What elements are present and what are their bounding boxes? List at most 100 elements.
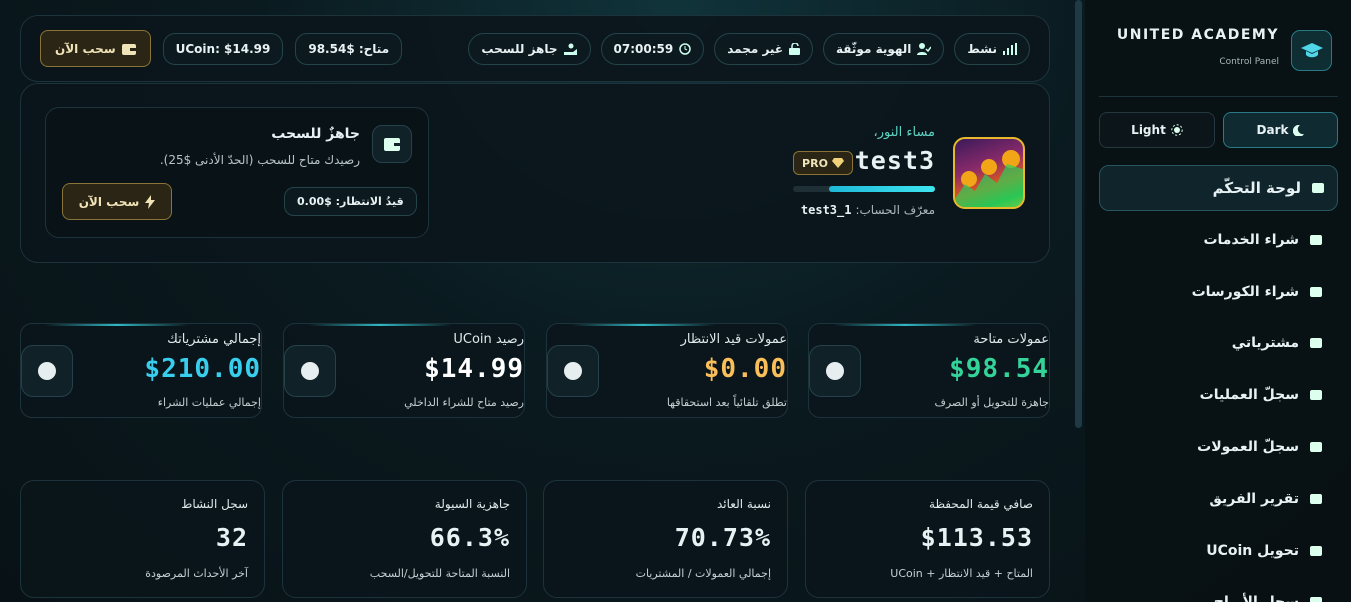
icon [826, 362, 844, 380]
pro-badge: PRO [793, 151, 853, 175]
nav-text: مشترياتي [1231, 335, 1299, 352]
nav-item[interactable]: مشترياتي [1099, 320, 1338, 366]
withdraw-button[interactable]: سحب الآن [40, 30, 151, 67]
nav-text: سجل الأرباح [1214, 594, 1299, 602]
metric-value: 66.3% [429, 523, 510, 552]
icon [917, 42, 932, 55]
card-accent [45, 324, 189, 326]
pending-pill: قيدُ الانتظار: $0.00 [284, 187, 417, 216]
icon [145, 194, 156, 209]
nav-item[interactable]: شراء الخدمات [1099, 217, 1338, 263]
stat-card: إجمالي مشترياتك $210.00 إجمالي عمليات الشر… [20, 323, 262, 418]
metric-title: جاهزية السيولة [434, 497, 510, 511]
status-pill: غير مجمد [714, 32, 814, 65]
icon [1171, 124, 1183, 136]
icon [831, 158, 844, 168]
stat-subtitle: رصيد متاح للشراء الداخلي [404, 396, 524, 409]
stat-icon [809, 345, 861, 397]
nav-text: تقرير الفريق [1209, 490, 1299, 507]
status-text: الهوية موثّقة [836, 41, 912, 56]
nav-text: تحويل UCoin [1206, 542, 1299, 559]
stat-value: $210.00 [144, 354, 261, 384]
stat-inner: إجمالي مشترياتك $210.00 إجمالي عمليات الشر… [21, 324, 261, 417]
ucoin-text: UCoin: $14.99 [175, 41, 271, 56]
nav-text: سجلّ العمولات [1197, 439, 1299, 455]
status-text: 07:00:59 [613, 41, 674, 56]
stat-title: رصيد UCoin [453, 332, 524, 347]
greeting: مساء النور، [873, 125, 935, 140]
logo [1291, 30, 1332, 71]
avatar-art [955, 150, 1023, 207]
metric-value: 70.73% [674, 523, 771, 552]
light-text: Light [1131, 123, 1166, 137]
stat-title: عمولات قيد الانتظار [680, 332, 787, 347]
withdraw-now-text: سحب الآن [78, 194, 140, 209]
stat-value: $14.99 [424, 354, 524, 384]
metric-subtitle: آخر الأحداث المرصودة [145, 567, 248, 580]
wallet-icon [372, 125, 412, 163]
nav-item[interactable]: لوحة التحكّم [1099, 165, 1338, 211]
metric-title: صافي قيمة المحفظة [929, 497, 1033, 511]
status-pill: 07:00:59 [600, 32, 705, 65]
pending-text: قيدُ الانتظار: $0.00 [297, 195, 404, 208]
icon [1300, 42, 1323, 57]
nav-item[interactable]: سجلّ العمولات [1099, 424, 1338, 470]
icon [1310, 597, 1322, 602]
status-pill: نشط [954, 32, 1030, 65]
withdraw-now-button[interactable]: سحب الآن [62, 183, 172, 220]
status-text: نشط [967, 41, 997, 56]
nav-text: شراء الكورسات [1191, 283, 1299, 300]
icon [1003, 42, 1017, 55]
status-pill: الهوية موثّقة [823, 32, 945, 65]
brand-name: UNITED ACADEMY [1116, 27, 1279, 43]
withdraw-text: سحب الآن [55, 41, 116, 56]
icon [1310, 338, 1322, 349]
scrollbar[interactable] [1075, 0, 1082, 428]
metric-card: نسبة العائد 70.73% إجمالي العمولات / المشت… [543, 480, 788, 598]
metric-card: سجل النشاط 32 آخر الأحداث المرصودة [20, 480, 265, 598]
stat-inner: رصيد UCoin $14.99 رصيد متاح للشراء الداخلي [284, 324, 524, 417]
metric-subtitle: المتاح + قيد الانتظار + UCoin [890, 567, 1033, 580]
stat-inner: عمولات متاحة $98.54 جاهزة للتحويل أو الصرف [809, 324, 1049, 417]
light-button[interactable]: Light [1099, 112, 1215, 148]
progress-fill [828, 186, 935, 192]
icon [301, 362, 319, 380]
withdraw-title: جاهزٌ للسحب [271, 126, 360, 142]
nav-item[interactable]: سجلّ العمليات [1099, 372, 1338, 418]
nav-text: لوحة التحكّم [1212, 179, 1301, 197]
dark-text: Dark [1256, 123, 1289, 137]
nav-text: سجلّ العمليات [1199, 387, 1299, 404]
nav-item[interactable]: سجل الأرباح [1099, 579, 1338, 602]
stat-icon [284, 345, 336, 397]
account-id: معرّف الحساب: test3_1 [801, 203, 935, 217]
card-accent [308, 324, 452, 326]
icon [1310, 442, 1322, 452]
badge-text: PRO [802, 156, 828, 170]
icon [1312, 183, 1324, 193]
stat-card: عمولات متاحة $98.54 جاهزة للتحويل أو الصرف [808, 323, 1050, 418]
icon [564, 362, 582, 380]
icon [679, 42, 691, 55]
stat-subtitle: جاهزة للتحويل أو الصرف [934, 396, 1049, 409]
metric-value: $113.53 [920, 523, 1033, 552]
metric-subtitle: النسبة المتاحة للتحويل/السحب [369, 567, 510, 580]
nav-item[interactable]: شراء الكورسات [1099, 269, 1338, 315]
stat-value: $0.00 [703, 354, 787, 384]
stat-card: رصيد UCoin $14.99 رصيد متاح للشراء الداخلي [283, 323, 525, 418]
progress-track [793, 186, 935, 192]
available-pill: متاح: $98.54 [295, 32, 403, 65]
top-bar: نشط الهوية موثّقة غير مجمد 07:00:59 جاهز… [20, 15, 1050, 82]
metric-title: نسبة العائد [717, 497, 771, 511]
icon [1310, 390, 1322, 401]
nav-item[interactable]: تقرير الفريق [1099, 476, 1338, 522]
dark-button[interactable]: Dark [1223, 112, 1338, 148]
status-group: نشط الهوية موثّقة غير مجمد 07:00:59 جاهز… [468, 32, 1030, 65]
card-accent [571, 324, 715, 326]
stat-subtitle: إجمالي عمليات الشراء [157, 396, 261, 409]
metric-title: سجل النشاط [181, 497, 248, 511]
brand-subtitle: Control Panel [1219, 57, 1279, 67]
nav-item[interactable]: تحويل UCoin [1099, 528, 1338, 574]
metric-card: صافي قيمة المحفظة $113.53 المتاح + قيد الا… [805, 480, 1050, 598]
divider [1099, 96, 1338, 97]
